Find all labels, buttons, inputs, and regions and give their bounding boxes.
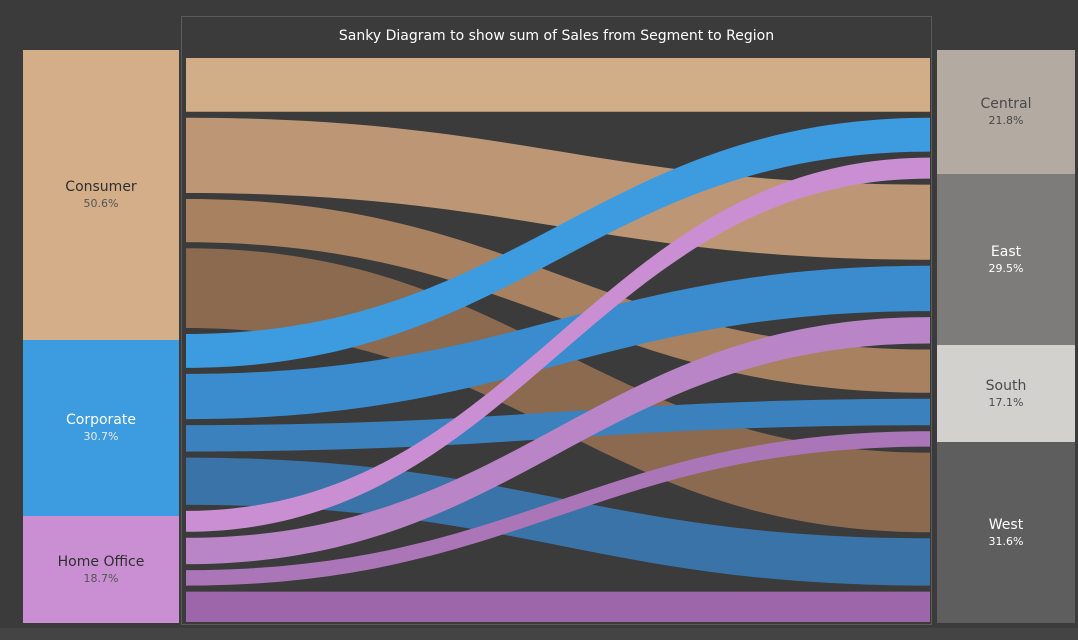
region-label: Central — [980, 96, 1032, 112]
flow-consumer-to-east[interactable] — [186, 117, 930, 260]
flow-corporate-to-west[interactable] — [186, 457, 930, 586]
flow-corporate-to-central[interactable] — [186, 117, 930, 368]
region-percent: 31.6% — [988, 534, 1024, 548]
region-percent: 29.5% — [988, 261, 1024, 275]
region-label: South — [985, 377, 1027, 394]
chart-title: Sanky Diagram to show sum of Sales from … — [338, 28, 775, 44]
sankey-panel: Sanky Diagram to show sum of Sales from … — [181, 16, 932, 625]
region-percent: 21.8% — [988, 114, 1024, 127]
segment-node-home-office[interactable]: Home Office 18.7% — [23, 516, 179, 623]
flow-home-office-to-east[interactable] — [186, 317, 930, 565]
region-node-south[interactable]: South 17.1% — [937, 345, 1075, 442]
flow-home-office-to-central[interactable] — [186, 157, 930, 532]
segment-label: Home Office — [57, 553, 145, 570]
segment-label: Corporate — [66, 412, 136, 428]
flow-home-office-to-south[interactable] — [186, 431, 930, 586]
segment-label: Consumer — [65, 179, 137, 195]
segment-percent: 18.7% — [83, 571, 119, 585]
segment-node-consumer[interactable]: Consumer 50.6% — [23, 50, 179, 340]
bottom-strip — [0, 628, 1078, 640]
segment-percent: 50.6% — [83, 197, 119, 210]
flow-corporate-to-south[interactable] — [186, 398, 930, 452]
segment-percent: 30.7% — [83, 430, 119, 443]
region-node-central[interactable]: Central 21.8% — [937, 50, 1075, 174]
region-node-west[interactable]: West 31.6% — [937, 442, 1075, 623]
sankey-flows — [186, 58, 930, 622]
region-label: West — [988, 516, 1024, 533]
segment-node-corporate[interactable]: Corporate 30.7% — [23, 340, 179, 516]
region-node-east[interactable]: East 29.5% — [937, 174, 1075, 345]
flow-home-office-to-west[interactable] — [186, 591, 930, 622]
region-percent: 17.1% — [988, 395, 1024, 409]
region-label: East — [990, 243, 1022, 260]
flow-consumer-to-central[interactable] — [186, 58, 930, 112]
